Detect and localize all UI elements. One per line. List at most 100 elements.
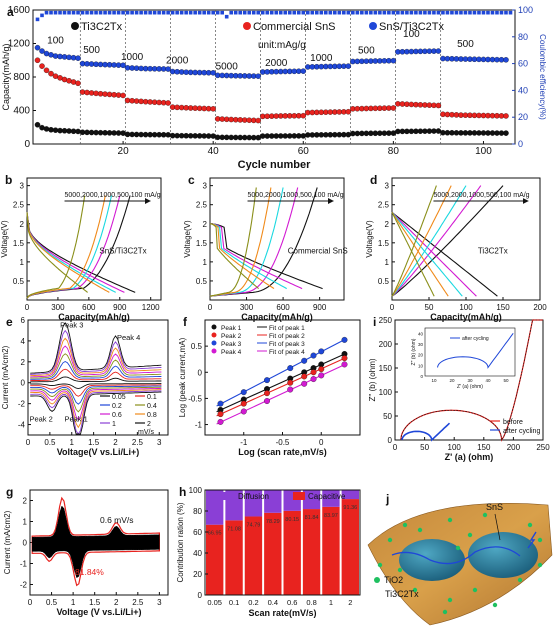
y-tick-label: 1 bbox=[23, 518, 28, 527]
y-tick-label: 800 bbox=[13, 72, 30, 83]
efficiency-point bbox=[314, 10, 319, 15]
efficiency-point bbox=[130, 10, 134, 15]
panel-j: j SnS TiO2 Ti3C2Tx bbox=[367, 492, 553, 626]
x-tick-label: 200 bbox=[507, 443, 521, 452]
rate-label: 5000 bbox=[216, 61, 239, 72]
capacity-point bbox=[34, 121, 41, 128]
inset-y-tick-label: 10 bbox=[418, 363, 424, 368]
inset-x-tick-label: 20 bbox=[449, 378, 455, 383]
inset-y-tick-label: 40 bbox=[418, 331, 424, 336]
efficiency-point bbox=[364, 10, 369, 15]
y-tick-label: 0 bbox=[21, 379, 26, 388]
panel-e: 0 0.5 1 1.5 2 2.5 3 -4 -2 0 2 4 6 Voltage(V vs.Li/Li+… bbox=[1, 315, 169, 457]
efficiency-point bbox=[481, 10, 486, 15]
x-axis-label: Scan rate(mV/s) bbox=[248, 608, 316, 618]
legend-label: Commercial SnS bbox=[253, 21, 336, 33]
legend-label: Ti3C2Tx bbox=[81, 21, 123, 33]
inset-x-tick-label: 10 bbox=[431, 378, 437, 383]
sns-particle bbox=[399, 539, 465, 581]
x-tick-label: 2 bbox=[348, 598, 352, 607]
x-tick-label: 2 bbox=[114, 598, 119, 607]
fit-line bbox=[216, 352, 347, 413]
efficiency-point bbox=[414, 10, 418, 15]
peak-point bbox=[310, 352, 317, 359]
y-tick-label: -2 bbox=[18, 400, 26, 409]
x-axis-label: Log (scan rate,mV/s) bbox=[238, 447, 327, 457]
y-tick-label: 2.5 bbox=[378, 201, 390, 210]
efficiency-point bbox=[310, 10, 315, 15]
rate-label: 1000 bbox=[310, 53, 333, 64]
efficiency-point bbox=[305, 10, 310, 15]
y-tick-label: 2 bbox=[21, 358, 26, 367]
inset-x-tick-label: 30 bbox=[467, 378, 473, 383]
discharge-curve bbox=[209, 223, 303, 290]
efficiency-point bbox=[215, 10, 220, 15]
tio2-dot bbox=[442, 609, 448, 615]
efficiency-point bbox=[107, 10, 112, 15]
tio2-dot bbox=[447, 517, 453, 523]
inset-y-label: Z'' (b) (ohm) bbox=[411, 338, 417, 365]
x-tick-label: 300 bbox=[240, 303, 254, 312]
discharge-curve bbox=[391, 211, 449, 297]
capacitive-bar bbox=[206, 524, 224, 595]
tio2-dot bbox=[387, 537, 393, 543]
capacity-point bbox=[300, 112, 307, 119]
x-tick-label: 2 bbox=[113, 438, 118, 447]
x-tick-label: 0.5 bbox=[46, 598, 58, 607]
efficiency-point bbox=[463, 10, 468, 15]
y-tick-label: 1 bbox=[385, 258, 390, 267]
legend-unit: mV/s bbox=[138, 429, 154, 436]
x-tick-label: -0.5 bbox=[276, 438, 290, 447]
y-axis-label: Log (peak current,mA) bbox=[178, 337, 187, 417]
peak-annotation: Peak 1 bbox=[64, 414, 87, 423]
y-axis-label: Current (mA/cm2) bbox=[3, 510, 12, 574]
peak-point bbox=[287, 365, 294, 372]
rate-label: 500 bbox=[457, 39, 474, 50]
x-tick-label: 1 bbox=[329, 598, 333, 607]
x-tick-label: 0.5 bbox=[44, 438, 56, 447]
legend-label: Fit of peak 2 bbox=[269, 333, 305, 340]
bar-value-label: 66.95 bbox=[208, 531, 222, 537]
x-axis-label: Cycle number bbox=[238, 159, 311, 171]
efficiency-point bbox=[355, 10, 360, 15]
legend-label: 2 bbox=[147, 421, 151, 428]
x-tick-label: 300 bbox=[51, 303, 65, 312]
inset-y-tick-label: 30 bbox=[418, 342, 424, 347]
cv-cathodic-curve bbox=[30, 387, 162, 421]
capacity-point bbox=[75, 55, 81, 61]
legend-label: Capacitive bbox=[308, 492, 346, 501]
charge-curve bbox=[391, 185, 504, 297]
y-tick-label: 0.5 bbox=[191, 342, 203, 351]
y-tick-label: 2 bbox=[385, 220, 390, 229]
panel-letter: j bbox=[385, 492, 389, 506]
efficiency-point bbox=[454, 10, 459, 15]
panel-letter: i bbox=[373, 315, 376, 329]
y-tick-label: 2.5 bbox=[13, 201, 25, 210]
efficiency-point bbox=[62, 10, 67, 15]
tio2-dot bbox=[467, 532, 473, 538]
efficiency-point bbox=[134, 10, 139, 15]
legend-swatch bbox=[223, 492, 235, 500]
peak-point bbox=[301, 380, 308, 387]
discharge-curve bbox=[209, 223, 323, 290]
x-tick-label: 50 bbox=[420, 443, 429, 452]
diffusion-bar bbox=[244, 490, 263, 517]
efficiency-point bbox=[269, 10, 274, 15]
x-tick-label: 1.5 bbox=[88, 438, 100, 447]
capacity-point bbox=[345, 63, 352, 69]
y-tick-label: 80 bbox=[193, 507, 202, 516]
y-axis-label: Voltage(V) bbox=[365, 220, 374, 258]
y-tick-label: 0 bbox=[23, 539, 28, 548]
panel-letter: c bbox=[188, 173, 195, 187]
cv-anodic-curve bbox=[30, 353, 162, 379]
inset-legend-label: after cycling bbox=[462, 336, 489, 342]
capacity-point bbox=[503, 57, 509, 63]
efficiency-point bbox=[80, 10, 85, 15]
efficiency-point bbox=[436, 10, 441, 15]
tio2-dot bbox=[537, 562, 543, 568]
legend-label: Diffusion bbox=[238, 492, 269, 501]
y-tick-label: 40 bbox=[193, 549, 202, 558]
capacity-point bbox=[345, 109, 352, 115]
efficiency-point bbox=[346, 10, 351, 15]
